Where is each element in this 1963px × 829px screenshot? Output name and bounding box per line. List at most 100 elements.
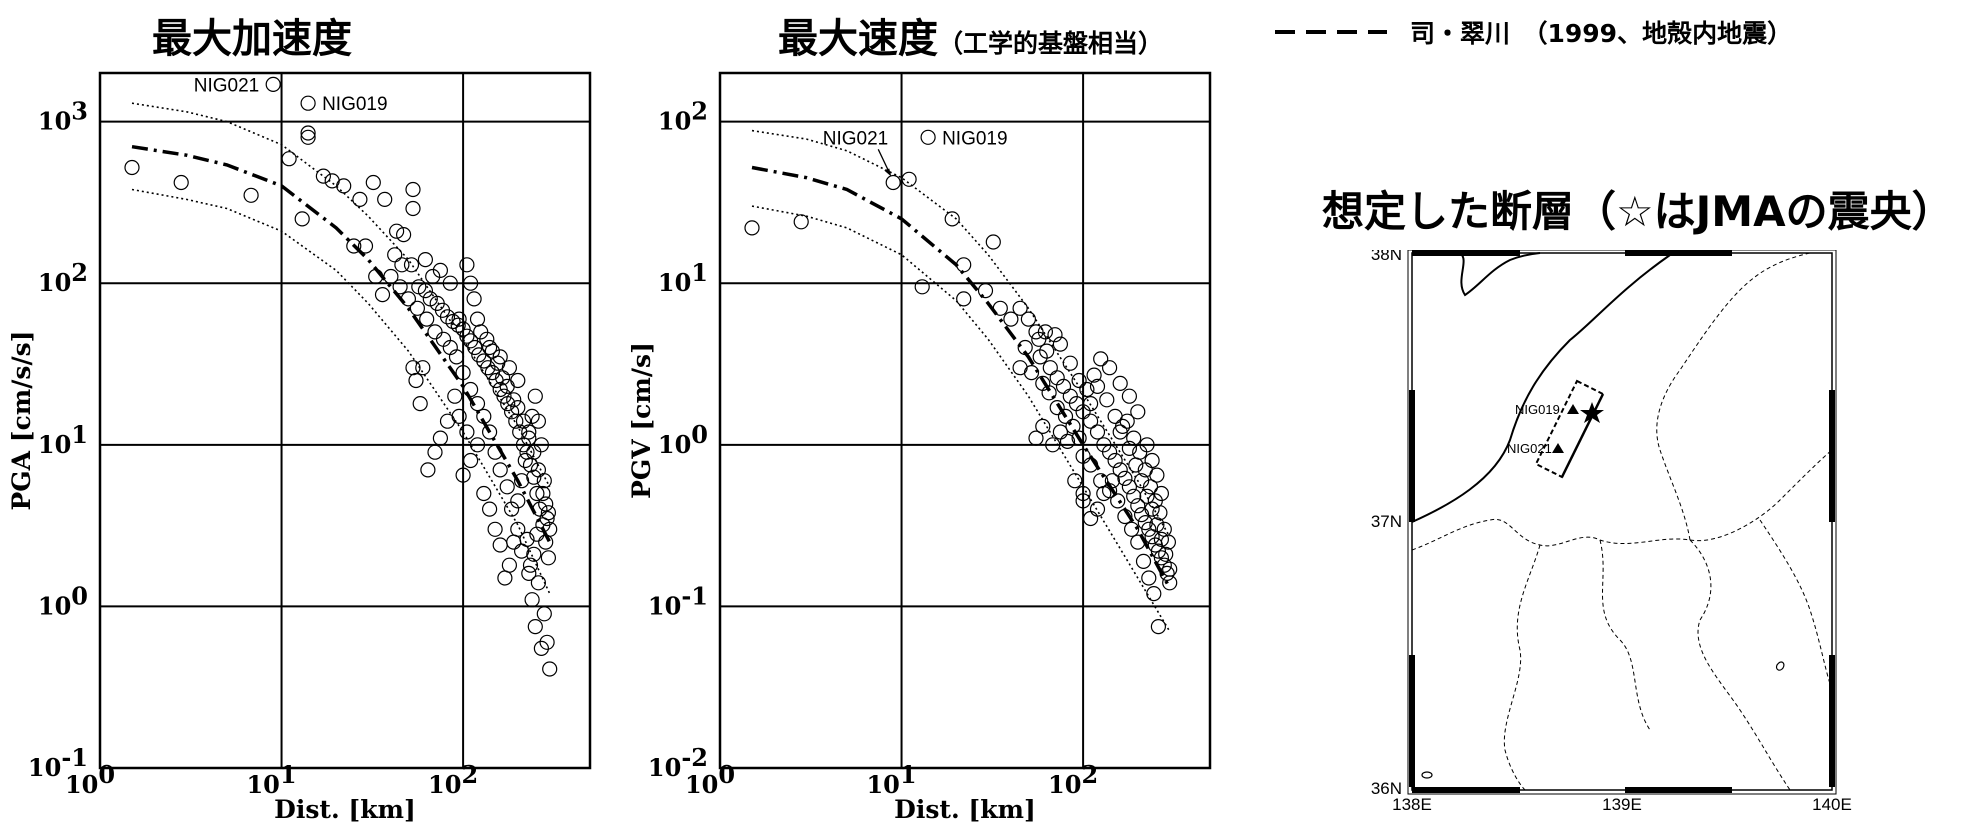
map-frame (1411, 252, 1833, 791)
pga-curve-lower (131, 188, 551, 594)
pgv-data-point (1052, 336, 1068, 352)
pgv-x-tick-label: 102 (1048, 760, 1098, 799)
pga-data-point (451, 311, 467, 327)
pgv-data-point (1126, 488, 1142, 504)
pgv-data-point (1042, 360, 1058, 376)
pga-annotation-nig021: NIG021 (194, 75, 259, 96)
pga-data-point (417, 283, 433, 299)
pga-data-point (450, 317, 466, 333)
pga-data-point (469, 311, 486, 327)
pgv-data-point (1049, 400, 1065, 416)
pgv-data-point (992, 300, 1008, 316)
pgv-data-point (1144, 452, 1160, 469)
pga-data-point (510, 372, 526, 389)
pga-data-point (526, 444, 542, 460)
pgv-data-point (1110, 493, 1126, 509)
station-label-nig019: NIG019 (1515, 402, 1560, 417)
pgv-data-point (885, 174, 901, 191)
pga-data-point (510, 493, 526, 509)
pga-annotation-nig019: NIG019 (322, 94, 387, 115)
map-frame-outer (1407, 250, 1837, 795)
island-coast (1459, 252, 1541, 297)
pgv-data-point (1112, 375, 1128, 391)
pga-data-point (535, 485, 551, 502)
pga-data-point (539, 634, 555, 650)
pga-data-point (315, 168, 331, 184)
pga-data-point (527, 388, 543, 404)
pgv-y-tick-label: 100 (658, 420, 708, 459)
pga-data-point (455, 321, 471, 337)
pga-data-point (527, 618, 543, 635)
pgv-data-point (901, 171, 917, 187)
pga-data-point (294, 211, 310, 227)
pga-x-tick-label: 102 (428, 760, 478, 799)
pga-data-point (281, 151, 297, 167)
pgv-data-point (1089, 424, 1106, 440)
pgv-data-point (1089, 378, 1106, 394)
pgv-data-point (1028, 324, 1044, 340)
pga-data-point (459, 328, 475, 344)
pga-data-point (521, 430, 537, 446)
pgv-data-point (1075, 448, 1091, 464)
pgv-y-tick-label: 10-1 (648, 581, 708, 620)
pgv-title-group: 最大速度（工学的基盤相当） (778, 6, 1163, 64)
pgv-curve-upper (751, 129, 1171, 538)
pga-data-point (439, 309, 456, 325)
pga-data-point (492, 462, 508, 478)
pga-data-point (357, 238, 374, 254)
pga-data-point (495, 370, 511, 386)
pga-data-point (463, 275, 479, 291)
pgv-data-point (1144, 501, 1160, 517)
pga-data-point (499, 479, 515, 495)
pgv-data-point (1052, 424, 1068, 440)
pgv-data-point (1141, 521, 1157, 537)
pga-data-point (492, 349, 508, 365)
pgv-data-point (1020, 311, 1036, 327)
lat-label-38n: 38N (1371, 250, 1402, 264)
pgv-data-point (1115, 418, 1131, 434)
pga-y-tick-label: 103 (38, 97, 88, 136)
pga-x-tick-label: 101 (246, 760, 296, 799)
pgv-data-point (1075, 485, 1091, 502)
pgv-data-point (1031, 331, 1047, 347)
epicenter-star-icon (1580, 402, 1604, 423)
pga-x-axis-label: Dist. [km] (274, 795, 416, 824)
pga-data-point (374, 287, 391, 303)
pga-data-point (392, 279, 408, 295)
pga-data-point (408, 372, 424, 389)
pga-data-point (496, 388, 512, 404)
pga-data-point (476, 485, 492, 502)
lon-label-139e: 139E (1602, 795, 1642, 810)
pgv-data-point (1156, 557, 1172, 573)
pgv-data-point (1130, 404, 1146, 420)
pgv-curve-median (751, 165, 1172, 589)
pgv-data-point (1149, 517, 1165, 533)
station-label-nig021: NIG021 (1507, 441, 1552, 456)
pga-y-tick-label: 102 (38, 258, 88, 297)
pga-data-point (400, 291, 416, 307)
pgv-data-point (1128, 457, 1144, 473)
pga-data-point (451, 408, 467, 424)
pga-data-point (517, 452, 533, 469)
pga-data-point (530, 575, 547, 591)
pga-data-point (377, 191, 393, 207)
pgv-curve-lower (751, 205, 1171, 632)
pga-data-point (529, 526, 545, 542)
pga-data-point (533, 640, 550, 657)
pgv-arrow-head (884, 168, 892, 177)
pgv-annotation-nig019: NIG019 (942, 128, 1007, 149)
pga-data-point (427, 324, 443, 340)
pga-data-point (405, 360, 421, 376)
pga-data-point (387, 247, 403, 263)
pga-data-point (300, 125, 316, 141)
pgv-data-point (1133, 506, 1150, 523)
pga-data-point (124, 159, 140, 176)
pga-data-point (420, 462, 436, 478)
pga-curve-upper (131, 102, 551, 488)
pgv-data-point (1124, 521, 1140, 537)
pgv-data-point (1039, 343, 1055, 359)
pga-y-tick-label: 101 (38, 420, 88, 459)
pgv-data-point (1083, 457, 1099, 473)
pgv-data-point (1104, 473, 1120, 489)
